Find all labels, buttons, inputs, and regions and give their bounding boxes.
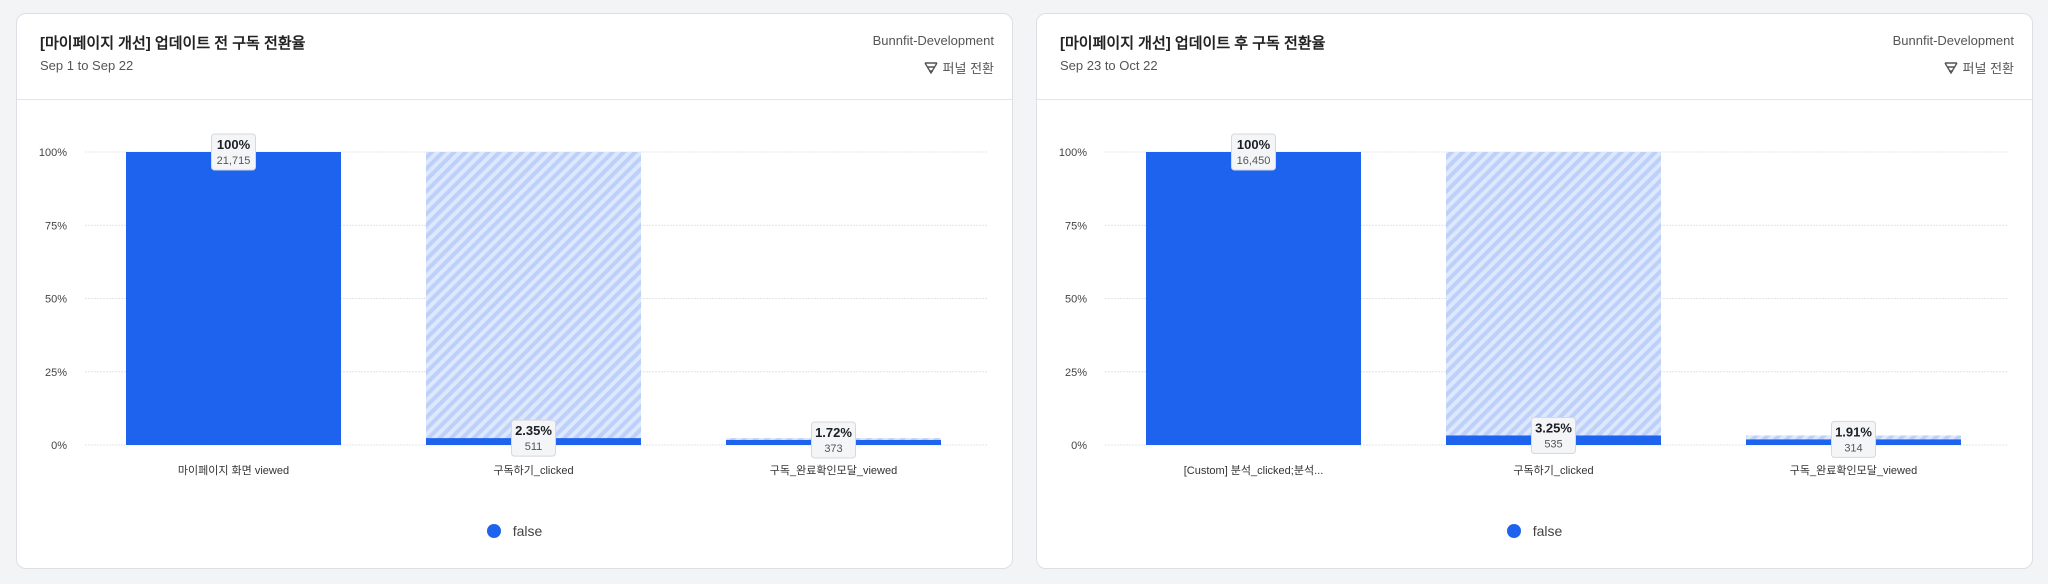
dropoff-bar xyxy=(1446,152,1661,445)
x-tick-label: 구독하기_clicked xyxy=(1513,463,1593,477)
chart-title[interactable]: [마이페이지 개선] 업데이트 후 구독 전환율 xyxy=(1060,35,1326,52)
data-label-box xyxy=(1831,420,1876,458)
y-tick-label: 100% xyxy=(1059,147,1087,159)
funnel-chart: 0% 25% 50% 75% 100% 100% 21,715 마이페이지 화면 viewed… xyxy=(39,133,987,477)
y-tick-label: 0% xyxy=(51,440,67,452)
funnel-card-before: [마이페이지 개선] 업데이트 전 구독 전환율 Sep 1 to Sep 22… xyxy=(16,13,1013,569)
chart-title[interactable]: [마이페이지 개선] 업데이트 전 구독 전환율 xyxy=(40,35,306,52)
data-label-percent: 100% xyxy=(217,137,251,152)
x-tick-label: 구독하기_clicked xyxy=(493,463,573,477)
data-label-box xyxy=(1231,133,1276,171)
data-label-count: 373 xyxy=(824,443,842,455)
y-tick-label: 50% xyxy=(1065,294,1087,306)
date-range: Sep 23 to Oct 22 xyxy=(1060,58,1158,73)
bar xyxy=(1146,152,1361,445)
funnel-type: 퍼널 전환 xyxy=(923,58,994,77)
funnel-type-label: 퍼널 전환 xyxy=(942,61,994,76)
y-tick-label: 25% xyxy=(45,367,67,379)
dropoff-bar xyxy=(426,152,641,445)
y-tick-label: 0% xyxy=(1071,440,1087,452)
x-tick-label: [Custom] 분석_clicked;분석... xyxy=(1184,464,1324,477)
funnel-type: 퍼널 전환 xyxy=(1943,58,2014,77)
data-label-box xyxy=(211,133,256,171)
project-name: Bunnfit-Development xyxy=(1892,33,2014,48)
data-label-percent: 1.91% xyxy=(1835,424,1872,439)
bar xyxy=(126,152,341,445)
y-tick-label: 25% xyxy=(1065,367,1087,379)
legend-dot xyxy=(486,524,501,538)
data-label-percent: 100% xyxy=(1237,137,1271,152)
card-header: [마이페이지 개선] 업데이트 전 구독 전환율 Sep 1 to Sep 22… xyxy=(17,14,1012,100)
funnel-icon xyxy=(923,61,938,74)
x-tick-label: 구독_완료확인모달_viewed xyxy=(770,464,897,477)
y-tick-label: 100% xyxy=(39,147,67,159)
y-tick-label: 75% xyxy=(45,220,67,232)
project-name: Bunnfit-Development xyxy=(872,33,994,48)
data-label-count: 16,450 xyxy=(1237,155,1271,167)
funnel-icon xyxy=(1943,61,1958,74)
y-tick-label: 50% xyxy=(45,294,67,306)
funnel-chart: 0% 25% 50% 75% 100% 100% 16,450 [Custom] 분석_cli… xyxy=(1059,133,2007,477)
data-label-box xyxy=(811,421,856,459)
funnel-type-label: 퍼널 전환 xyxy=(1962,61,2014,76)
data-label-box xyxy=(1531,416,1576,454)
data-label-count: 535 xyxy=(1544,438,1562,450)
data-label-count: 511 xyxy=(525,441,543,453)
data-label-percent: 2.35% xyxy=(515,423,552,438)
x-tick-label: 마이페이지 화면 viewed xyxy=(178,464,289,477)
y-tick-label: 75% xyxy=(1065,220,1087,232)
card-header: [마이페이지 개선] 업데이트 후 구독 전환율 Sep 23 to Oct 2… xyxy=(1037,14,2032,100)
data-label-count: 21,715 xyxy=(217,155,251,167)
legend-label[interactable]: false xyxy=(512,523,543,539)
legend: false xyxy=(17,523,1012,539)
date-range: Sep 1 to Sep 22 xyxy=(40,58,134,73)
data-label-percent: 1.72% xyxy=(815,425,852,440)
legend-dot xyxy=(1506,524,1521,538)
x-tick-label: 구독_완료확인모달_viewed xyxy=(1790,464,1917,477)
legend: false xyxy=(1037,523,2032,539)
data-label-percent: 3.25% xyxy=(1535,420,1572,435)
data-label-count: 314 xyxy=(1844,442,1862,454)
legend-label[interactable]: false xyxy=(1532,523,1563,539)
data-label-box xyxy=(511,419,556,457)
funnel-card-after: [마이페이지 개선] 업데이트 후 구독 전환율 Sep 23 to Oct 2… xyxy=(1036,13,2033,569)
